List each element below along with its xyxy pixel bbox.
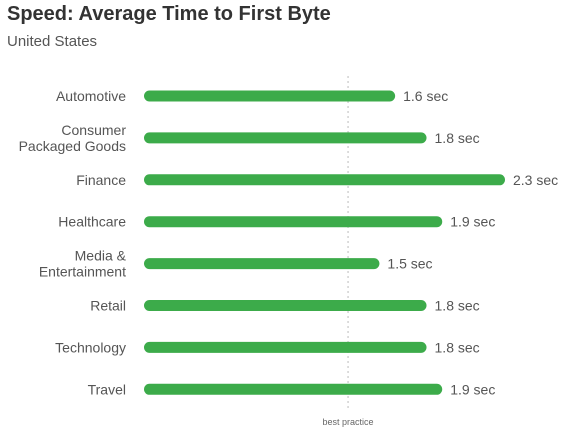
category-label-technology: Technology	[55, 339, 126, 355]
bar-consumer-packaged-goods	[144, 132, 427, 144]
value-labels-group: 1.6 sec 1.8 sec 2.3 sec 1.9 sec 1.5 sec 1.8 s…	[387, 88, 558, 397]
category-label-finance: Finance	[76, 172, 126, 188]
category-labels-group: Automotive Consumer Packaged Goods Finance H…	[19, 88, 127, 397]
category-label-healthcare: Healthcare	[58, 214, 126, 230]
category-label-travel: Travel	[88, 381, 126, 397]
bar-automotive	[144, 90, 396, 102]
chart-title: Speed: Average Time to First Byte	[7, 3, 331, 25]
bars-group	[144, 90, 505, 395]
best-practice-label: best practice	[323, 417, 374, 427]
bar-finance	[144, 174, 505, 186]
chart-subtitle: United States	[7, 33, 98, 50]
value-label-retail: 1.8 sec	[435, 298, 480, 314]
category-label-automotive: Automotive	[56, 88, 126, 104]
value-label-finance: 2.3 sec	[513, 172, 558, 188]
value-label-automotive: 1.6 sec	[403, 88, 448, 104]
category-label-consumer-packaged-goods: Consumer Packaged Goods	[19, 122, 127, 154]
bar-healthcare	[144, 216, 443, 228]
bar-travel	[144, 383, 443, 395]
value-label-healthcare: 1.9 sec	[450, 214, 495, 230]
bar-retail	[144, 300, 427, 311]
value-label-consumer-packaged-goods: 1.8 sec	[435, 130, 480, 146]
value-label-technology: 1.8 sec	[435, 339, 480, 355]
value-label-media-and-entertainment: 1.5 sec	[387, 256, 432, 272]
best-practice-reference: best practice	[323, 76, 374, 427]
category-label-media-and-entertainment: Media & Entertainment	[39, 248, 127, 280]
bar-media-and-entertainment	[144, 258, 380, 270]
category-label-retail: Retail	[90, 298, 126, 314]
bar-technology	[144, 341, 427, 353]
value-label-travel: 1.9 sec	[450, 381, 495, 397]
